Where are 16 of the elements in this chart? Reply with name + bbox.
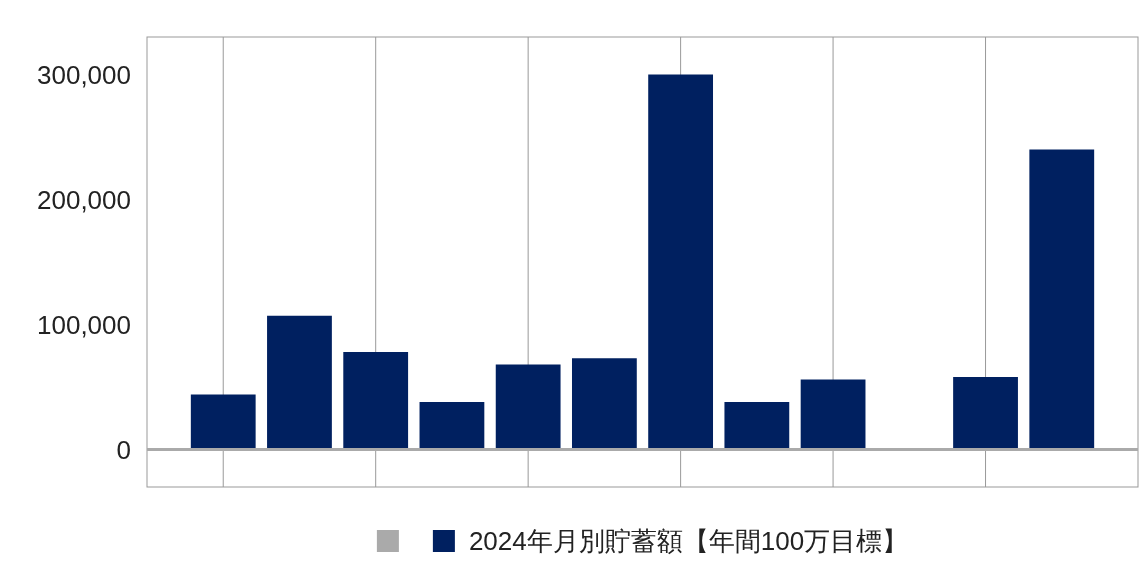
y-tick-label: 200,000: [37, 184, 131, 215]
bar: [571, 358, 637, 450]
bar: [343, 352, 409, 450]
bar: [724, 402, 790, 450]
bar: [190, 394, 256, 450]
bar: [267, 315, 332, 450]
y-tick-label: 300,000: [37, 59, 131, 90]
bar: [953, 377, 1018, 450]
bar: [648, 74, 714, 450]
y-tick-label: 100,000: [37, 309, 131, 340]
legend-label: 2024年月別貯蓄額【年間100万目標】: [468, 526, 909, 556]
y-tick-label: 0: [116, 434, 131, 465]
bar: [419, 402, 485, 450]
bar: [495, 364, 561, 450]
bar: [800, 379, 866, 450]
bar: [1029, 149, 1095, 450]
